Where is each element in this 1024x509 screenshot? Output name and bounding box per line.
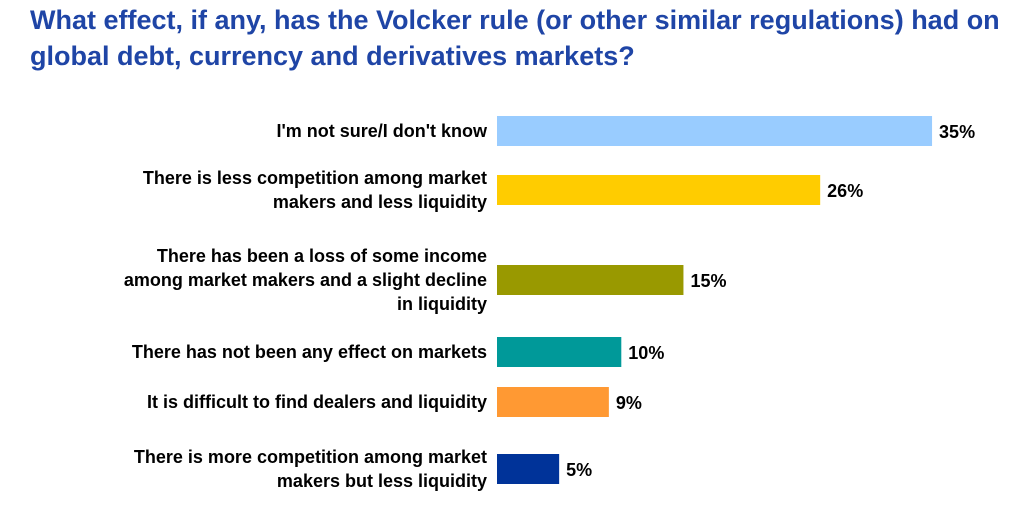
category-label-1: I'm not sure/I don't know <box>276 121 488 141</box>
category-label-line: among market makers and a slight decline <box>124 270 487 290</box>
category-label-line: There has been a loss of some income <box>157 246 487 266</box>
value-label-2: 26% <box>827 181 863 201</box>
category-label-5: It is difficult to find dealers and liqu… <box>147 392 487 412</box>
bar-3 <box>497 265 684 295</box>
category-label-line: I'm not sure/I don't know <box>276 121 488 141</box>
bar-2 <box>497 175 821 205</box>
value-label-4: 10% <box>628 343 664 363</box>
category-label-line: makers and less liquidity <box>273 192 487 212</box>
category-label-line: There has not been any effect on markets <box>132 342 487 362</box>
value-label-6: 5% <box>566 460 592 480</box>
bar-6 <box>497 454 560 484</box>
category-label-3: There has been a loss of some income amon… <box>124 246 487 314</box>
category-label-4: There has not been any effect on markets <box>132 342 487 362</box>
chart-title: What effect, if any, has the Volcker rul… <box>30 5 1000 71</box>
bar-1 <box>497 116 933 146</box>
value-label-5: 9% <box>616 393 642 413</box>
bar-5 <box>497 387 609 417</box>
category-label-6: There is more competition among market ma… <box>134 447 487 491</box>
category-label-line: in liquidity <box>397 294 487 314</box>
category-label-line: There is more competition among market <box>134 447 487 467</box>
category-label-line: It is difficult to find dealers and liqu… <box>147 392 487 412</box>
category-label-line: makers but less liquidity <box>277 471 487 491</box>
value-label-1: 35% <box>939 122 975 142</box>
category-label-2: There is less competition among market ma… <box>143 168 487 212</box>
category-label-line: There is less competition among market <box>143 168 487 188</box>
value-label-3: 15% <box>690 271 726 291</box>
bar-4 <box>497 337 622 367</box>
